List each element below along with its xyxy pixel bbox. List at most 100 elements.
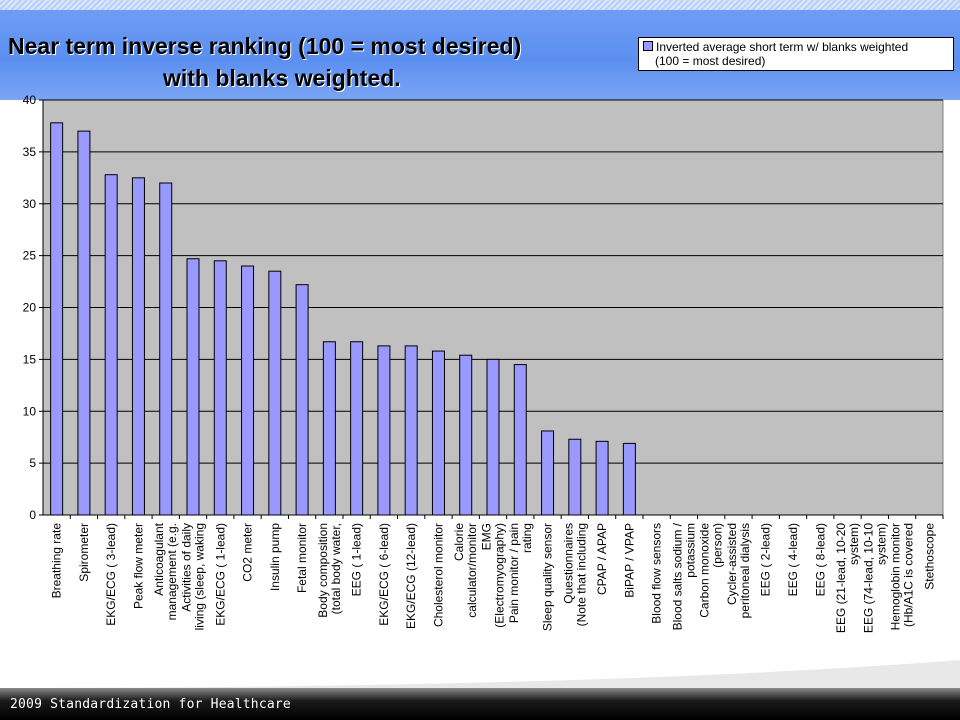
x-category-label-23-line-0: Blood salts sodium / [670,522,684,630]
x-category-label-31: Hemoglobin monitor (Hb/A1C is covered [889,523,916,630]
x-category-label-16-line-0: EMG [480,523,494,550]
x-category-label-19-line-0: Questionnaires [561,523,575,604]
bar-13 [404,345,418,516]
bar-8 [268,270,282,516]
bar-9 [295,284,309,516]
x-category-label-25: Cycler-assisted peritoneal dialysis [725,523,752,618]
x-category-label-18: Sleep quality sensor [541,523,555,631]
y-tick-label-5: 25 [23,249,37,263]
x-category-label-8: Insulin pump [268,523,282,591]
y-tick-label-2: 10 [23,404,37,418]
bar-0 [50,122,64,516]
y-tick-label-6: 30 [23,197,37,211]
x-category-label-32-line-0: Stethoscope [922,523,936,590]
bar-chart: 0 5 10 15 20 25 30 35 40 Breathing rate Spirometer… [23,93,944,633]
x-category-label-10: Body composition (total body water, [316,523,343,618]
y-tick-label-4: 20 [23,301,37,315]
x-category-label-23-line-1: potassium [683,523,697,578]
legend-label-line-2: (100 = most desired) [655,54,766,68]
x-category-label-11-line-0: EEG ( 1-lead) [350,523,364,596]
x-category-label-3: Peak flow meter [131,523,145,609]
x-category-label-22-line-0: Blood flow sensors [650,523,664,624]
bar-15 [459,354,473,516]
x-category-label-11: EEG ( 1-lead) [350,523,364,596]
bar-21 [622,442,636,516]
x-category-label-2: EKG/ECG ( 3-lead) [104,523,118,626]
x-category-label-22: Blood flow sensors [650,523,664,624]
x-category-label-30-line-0: EEG (74-lead, 10-10 [861,523,875,633]
x-category-label-16-line-1: (Electromyography) [493,523,507,628]
x-category-label-1-line-0: Spirometer [77,523,91,582]
x-category-label-21-line-0: BiPAP / VPAP [622,523,636,598]
x-category-label-29-line-0: EEG (21-lead, 10-20 [834,523,848,633]
x-category-label-9: Fetal monitor [295,523,309,593]
legend-label-line-1: Inverted average short term w/ blanks we… [656,40,909,54]
bar-5 [186,258,200,516]
x-category-label-4-line-0: Anticoagulant [152,522,166,595]
x-category-label-5-line-1: living (sleep, waking [193,523,207,630]
x-category-label-12: EKG/ECG ( 6-lead) [377,523,391,626]
x-category-label-28-line-0: EEG ( 8-lead) [813,523,827,596]
bar-14 [431,350,445,516]
chart-legend: Inverted average short term w/ blanks we… [638,37,954,71]
x-category-label-23: Blood salts sodium / potassium [670,522,697,630]
x-category-label-5: Activities of daily living (sleep, waking [180,523,207,630]
bar-18 [541,430,555,516]
bar-7 [241,265,255,516]
y-tick-label-8: 40 [23,93,37,107]
chart-title-line-1: Near term inverse ranking (100 = most de… [8,33,522,59]
y-tick-label-0: 0 [29,508,36,522]
x-category-label-10-line-0: Body composition [316,523,330,618]
x-category-label-1: Spirometer [77,523,91,582]
x-category-label-17-line-1: rating [520,523,534,553]
bar-17 [513,364,527,516]
x-category-label-15-line-1: calculator/monitor [465,523,479,618]
bar-10 [322,341,336,516]
x-category-label-7-line-0: CO2 meter [241,523,255,582]
x-category-label-29: EEG (21-lead, 10-20 system) [834,523,861,633]
bar-19 [568,438,582,516]
x-category-label-24: Carbon monoxide (person) [698,523,725,618]
x-category-label-7: CO2 meter [241,523,255,582]
y-tick-label-7: 35 [23,145,37,159]
x-category-label-14: Cholesterol monitor [431,523,445,627]
x-category-label-31-line-0: Hemoglobin monitor [889,523,903,630]
y-tick-label-1: 5 [29,456,36,470]
x-category-label-17-line-0: Pain monitor / pain [507,523,521,623]
x-category-label-10-line-1: (total body water, [329,523,343,614]
footer-band [0,688,960,720]
x-category-label-20-line-0: CPAP / APAP [595,523,609,595]
chart-title: Near term inverse ranking (100 = most de… [8,30,628,94]
bar-2 [104,174,118,516]
x-category-label-31-line-1: (Hb/A1C is covered [902,523,916,627]
x-category-label-12-line-0: EKG/ECG ( 6-lead) [377,523,391,626]
x-category-label-24-line-0: Carbon monoxide [698,523,712,618]
x-category-label-25-line-0: Cycler-assisted [725,523,739,605]
x-category-label-0-line-0: Breathing rate [50,523,64,599]
bar-3 [131,177,145,516]
x-category-label-8-line-0: Insulin pump [268,523,282,591]
x-category-label-19-line-1: (Note that including [574,523,588,626]
x-category-label-18-line-0: Sleep quality sensor [541,523,555,631]
x-category-label-13-line-0: EKG/ECG (12-lead) [404,523,418,629]
x-category-label-27-line-0: EEG ( 4-lead) [786,523,800,596]
x-category-label-21: BiPAP / VPAP [622,523,636,598]
x-category-label-5-line-0: Activities of daily [180,523,194,612]
x-category-label-17: Pain monitor / pain rating [507,523,534,623]
x-category-label-13: EKG/ECG (12-lead) [404,523,418,629]
x-category-label-9-line-0: Fetal monitor [295,523,309,593]
chart-title-line-2: with blanks weighted. [163,65,401,91]
x-category-label-3-line-0: Peak flow meter [131,523,145,609]
x-category-label-2-line-0: EKG/ECG ( 3-lead) [104,523,118,626]
x-category-label-19: Questionnaires (Note that including [561,523,588,626]
x-category-label-27: EEG ( 4-lead) [786,523,800,596]
x-category-label-14-line-0: Cholesterol monitor [431,523,445,627]
x-category-label-4-line-1: management (e.g. [165,523,179,620]
x-category-label-28: EEG ( 8-lead) [813,523,827,596]
x-category-label-15-line-0: Calorie [452,523,466,561]
header-stripes [0,0,960,10]
bar-1 [77,130,91,516]
legend-swatch [643,41,653,51]
bar-16 [486,358,500,516]
x-category-label-25-line-1: peritoneal dialysis [738,523,752,618]
